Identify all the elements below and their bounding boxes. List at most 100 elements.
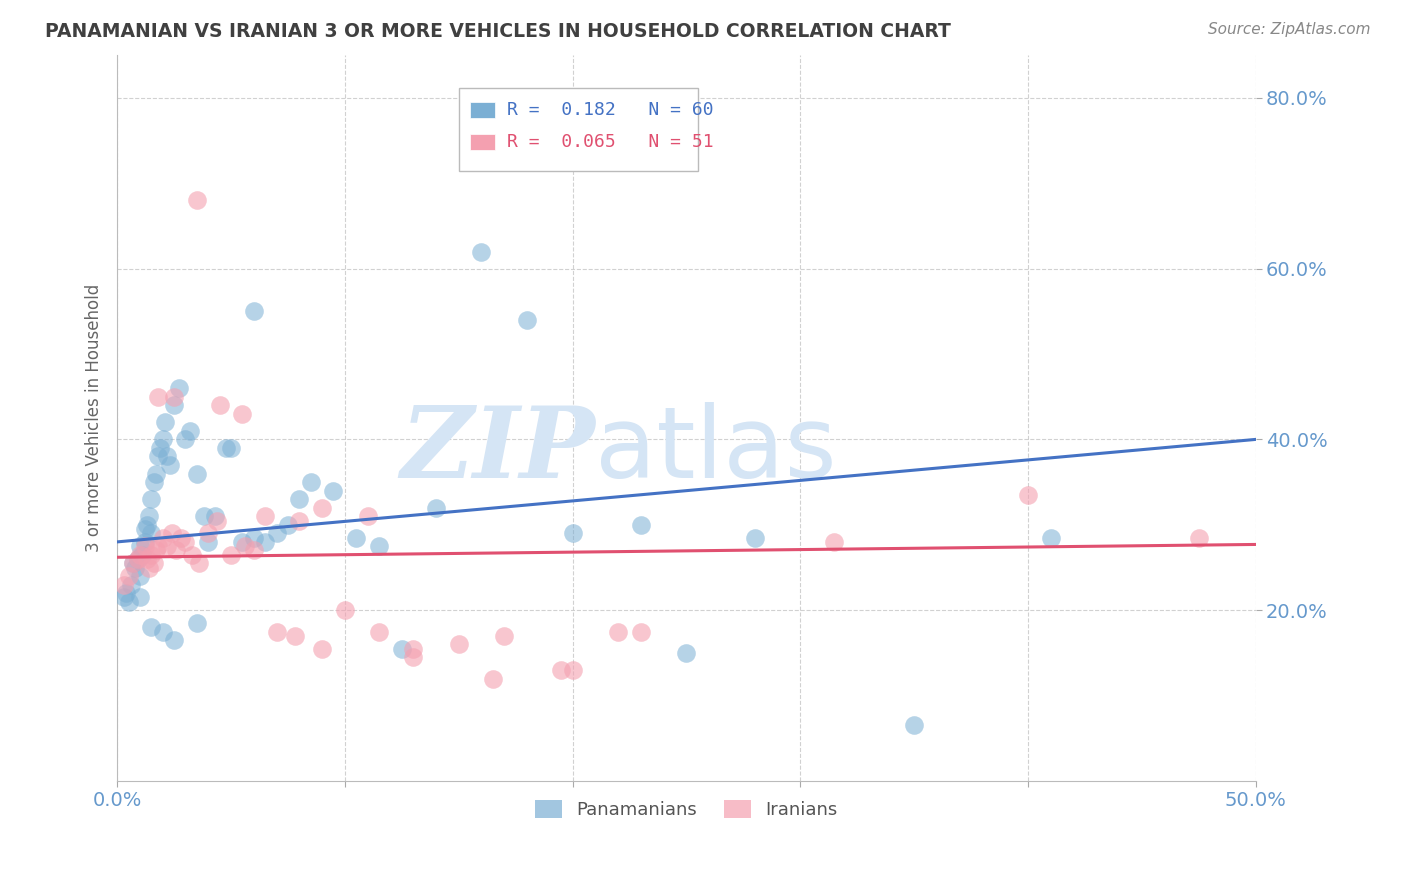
- Point: [174, 534, 197, 549]
- Point: [311, 641, 333, 656]
- Point: [129, 591, 152, 605]
- Point: [550, 663, 572, 677]
- Point: [127, 552, 149, 566]
- Point: [181, 548, 204, 562]
- Point: [129, 539, 152, 553]
- Point: [675, 646, 697, 660]
- Point: [333, 603, 356, 617]
- Point: [277, 517, 299, 532]
- Point: [368, 624, 391, 639]
- FancyBboxPatch shape: [470, 102, 495, 118]
- Point: [402, 650, 425, 665]
- Point: [215, 441, 238, 455]
- Point: [231, 534, 253, 549]
- Point: [149, 441, 172, 455]
- Point: [607, 624, 630, 639]
- Point: [156, 450, 179, 464]
- Point: [117, 569, 139, 583]
- Point: [112, 591, 135, 605]
- Point: [146, 539, 169, 553]
- Point: [243, 543, 266, 558]
- Point: [391, 641, 413, 656]
- Point: [159, 458, 181, 472]
- Point: [219, 548, 242, 562]
- Point: [288, 514, 311, 528]
- Point: [197, 526, 219, 541]
- Point: [131, 548, 153, 562]
- Point: [470, 244, 492, 259]
- Point: [134, 539, 156, 553]
- Point: [129, 569, 152, 583]
- Point: [152, 433, 174, 447]
- Point: [561, 663, 583, 677]
- Point: [193, 509, 215, 524]
- Point: [1017, 488, 1039, 502]
- Point: [141, 526, 163, 541]
- Point: [208, 398, 231, 412]
- Point: [141, 620, 163, 634]
- Point: [135, 552, 157, 566]
- Point: [1188, 531, 1211, 545]
- Point: [243, 531, 266, 545]
- Point: [152, 531, 174, 545]
- Point: [1039, 531, 1062, 545]
- Text: R =  0.065   N = 51: R = 0.065 N = 51: [506, 133, 713, 152]
- Point: [266, 624, 288, 639]
- Point: [156, 539, 179, 553]
- Point: [145, 467, 167, 481]
- Point: [163, 390, 186, 404]
- Point: [153, 415, 176, 429]
- Point: [120, 577, 142, 591]
- Point: [135, 517, 157, 532]
- Point: [482, 672, 505, 686]
- Point: [170, 531, 193, 545]
- FancyBboxPatch shape: [458, 87, 697, 171]
- Point: [186, 194, 208, 208]
- Point: [243, 304, 266, 318]
- Point: [179, 424, 201, 438]
- Point: [134, 522, 156, 536]
- Point: [127, 552, 149, 566]
- Point: [165, 543, 187, 558]
- Point: [516, 313, 538, 327]
- Point: [254, 509, 277, 524]
- Point: [142, 556, 165, 570]
- Point: [284, 629, 307, 643]
- Text: Source: ZipAtlas.com: Source: ZipAtlas.com: [1208, 22, 1371, 37]
- Point: [630, 517, 652, 532]
- Text: ZIP: ZIP: [401, 402, 595, 499]
- Text: R =  0.182   N = 60: R = 0.182 N = 60: [506, 101, 713, 119]
- Point: [188, 556, 211, 570]
- Point: [402, 641, 425, 656]
- Point: [124, 560, 146, 574]
- Point: [322, 483, 344, 498]
- Point: [425, 500, 447, 515]
- Point: [141, 548, 163, 562]
- Point: [167, 381, 190, 395]
- Point: [115, 586, 138, 600]
- Point: [204, 509, 226, 524]
- Point: [744, 531, 766, 545]
- Point: [447, 637, 470, 651]
- Point: [152, 624, 174, 639]
- Text: PANAMANIAN VS IRANIAN 3 OR MORE VEHICLES IN HOUSEHOLD CORRELATION CHART: PANAMANIAN VS IRANIAN 3 OR MORE VEHICLES…: [45, 22, 950, 41]
- Point: [368, 539, 391, 553]
- Point: [138, 509, 160, 524]
- Point: [233, 539, 256, 553]
- Point: [163, 633, 186, 648]
- Point: [174, 433, 197, 447]
- Point: [254, 534, 277, 549]
- Point: [122, 556, 145, 570]
- Point: [219, 441, 242, 455]
- Y-axis label: 3 or more Vehicles in Household: 3 or more Vehicles in Household: [86, 284, 103, 552]
- Point: [163, 398, 186, 412]
- Legend: Panamanians, Iranians: Panamanians, Iranians: [527, 793, 845, 826]
- Point: [344, 531, 367, 545]
- Point: [129, 548, 152, 562]
- Point: [141, 492, 163, 507]
- Point: [186, 467, 208, 481]
- Point: [356, 509, 378, 524]
- Point: [299, 475, 322, 489]
- Point: [903, 718, 925, 732]
- Point: [138, 560, 160, 574]
